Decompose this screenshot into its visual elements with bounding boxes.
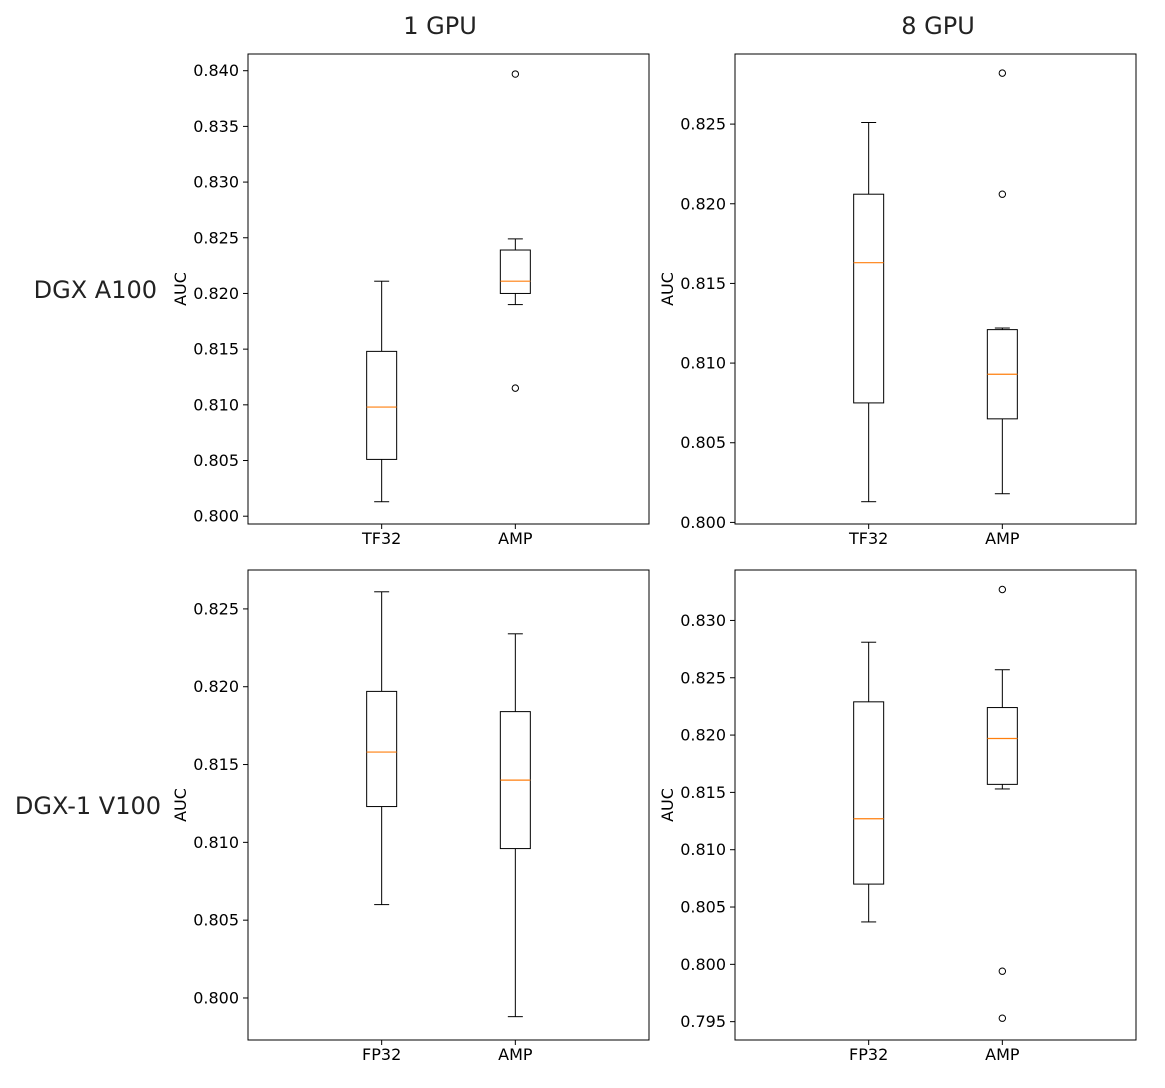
x-tick-label: AMP <box>985 1045 1020 1064</box>
x-tick-label: AMP <box>498 1045 533 1064</box>
plot-frame <box>247 569 650 1041</box>
outlier-point <box>511 384 520 392</box>
box-iqr <box>366 690 398 808</box>
outlier-point <box>998 190 1007 198</box>
plot-frame <box>734 53 1137 525</box>
box-iqr <box>853 193 885 404</box>
plot-frame <box>734 569 1137 1041</box>
x-tick-label: TF32 <box>361 529 401 548</box>
y-tick-label: 0.800 <box>193 507 239 526</box>
y-tick-label: 0.810 <box>193 833 239 852</box>
y-tick-label: 0.815 <box>680 274 726 293</box>
y-tick-label: 0.835 <box>193 117 239 136</box>
y-axis-label: AUC <box>171 272 190 306</box>
y-tick-label: 0.815 <box>193 340 239 359</box>
y-tick-label: 0.810 <box>680 840 726 859</box>
y-tick-label: 0.810 <box>680 354 726 373</box>
y-tick-label: 0.800 <box>680 955 726 974</box>
y-tick-label: 0.840 <box>193 61 239 80</box>
plot-frame <box>247 53 650 525</box>
y-tick-label: 0.820 <box>193 677 239 696</box>
y-tick-label: 0.815 <box>193 755 239 774</box>
row-title-dgx-a100: DGX A100 <box>33 276 157 304</box>
y-tick-label: 0.825 <box>193 599 239 618</box>
x-tick-label: AMP <box>985 529 1020 548</box>
outlier-point <box>998 585 1007 594</box>
outlier-point <box>998 1014 1007 1022</box>
box-iqr <box>366 350 398 460</box>
y-tick-label: 0.820 <box>193 284 239 303</box>
y-tick-label: 0.805 <box>680 898 726 917</box>
outlier-point <box>998 967 1007 975</box>
x-tick-label: AMP <box>498 529 533 548</box>
row-title-dgx1-v100: DGX-1 V100 <box>14 792 161 820</box>
column-title-1-gpu: 1 GPU <box>403 12 477 40</box>
y-tick-label: 0.800 <box>193 988 239 1007</box>
y-tick-label: 0.800 <box>680 513 726 532</box>
y-tick-label: 0.830 <box>193 173 239 192</box>
y-tick-label: 0.805 <box>193 911 239 930</box>
y-tick-label: 0.825 <box>680 668 726 687</box>
x-tick-label: FP32 <box>362 1045 401 1064</box>
y-tick-label: 0.805 <box>680 433 726 452</box>
outlier-point <box>998 69 1007 77</box>
outlier-point <box>511 70 520 78</box>
y-tick-label: 0.820 <box>680 726 726 745</box>
y-axis-label: AUC <box>658 788 677 822</box>
y-tick-label: 0.825 <box>680 115 726 134</box>
y-tick-label: 0.795 <box>680 1012 726 1031</box>
x-tick-label: FP32 <box>849 1045 888 1064</box>
y-tick-label: 0.810 <box>193 395 239 414</box>
y-tick-label: 0.825 <box>193 228 239 247</box>
y-tick-label: 0.830 <box>680 611 726 630</box>
column-title-8-gpu: 8 GPU <box>901 12 975 40</box>
y-tick-label: 0.815 <box>680 783 726 802</box>
box-iqr <box>853 701 885 885</box>
box-iqr <box>499 249 531 294</box>
x-tick-label: TF32 <box>848 529 888 548</box>
y-axis-label: AUC <box>658 272 677 306</box>
y-tick-label: 0.820 <box>680 194 726 213</box>
y-axis-label: AUC <box>171 788 190 822</box>
box-iqr <box>986 707 1018 785</box>
y-tick-label: 0.805 <box>193 451 239 470</box>
